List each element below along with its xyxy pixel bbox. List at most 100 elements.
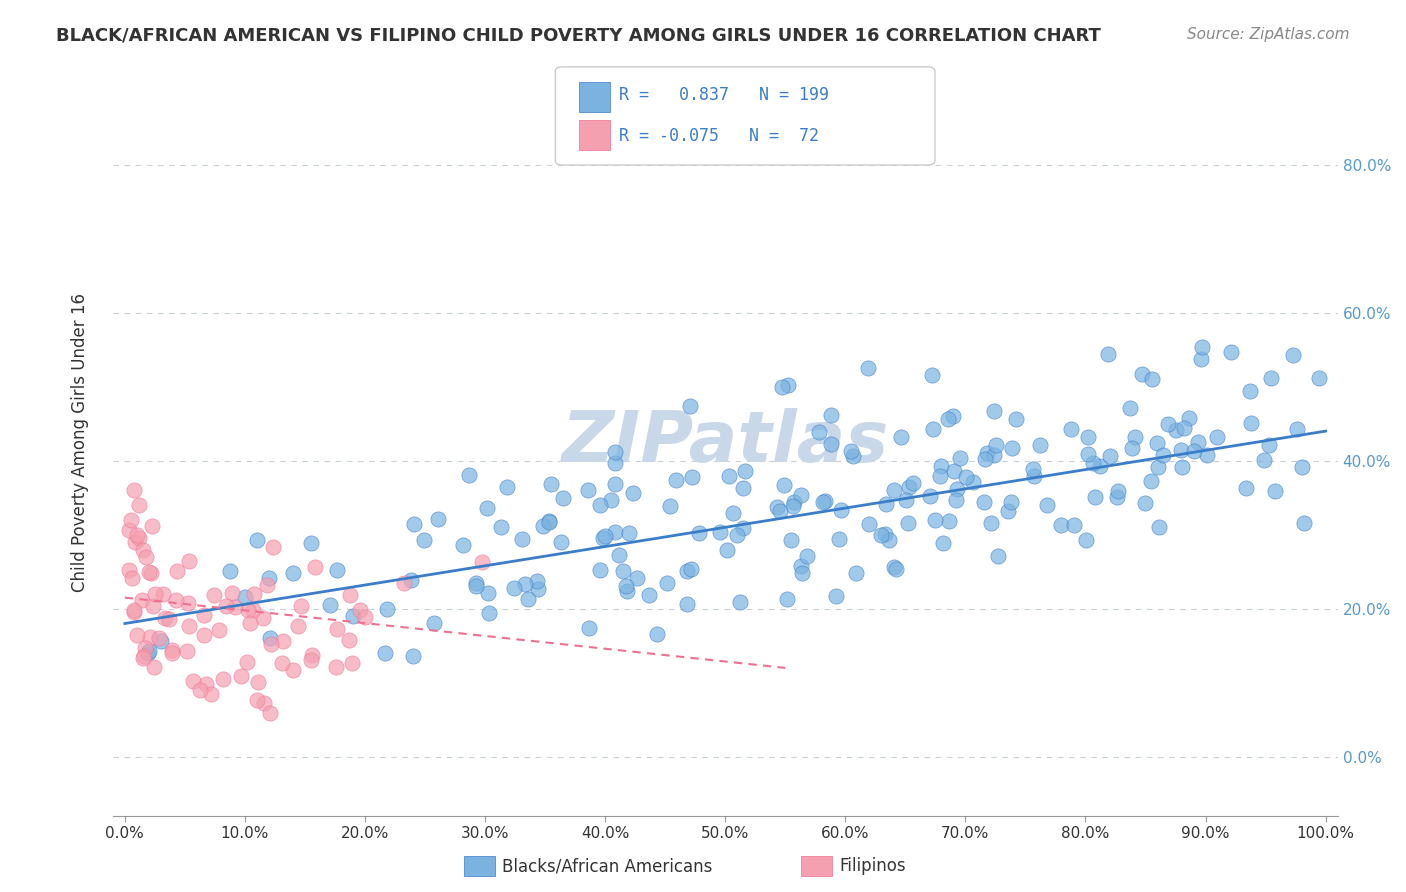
Point (457, 468, 479, 483)
Point (1081, 457, 1104, 471)
Point (124, 483, 146, 498)
Point (229, 669, 252, 683)
Point (870, 528, 893, 542)
Point (1292, 516, 1315, 530)
Y-axis label: Child Poverty Among Girls Under 16: Child Poverty Among Girls Under 16 (72, 293, 89, 591)
Point (918, 489, 941, 503)
Point (922, 422, 945, 436)
Point (980, 516, 1002, 530)
Point (723, 506, 745, 520)
Point (148, 631, 170, 645)
Point (299, 535, 322, 549)
Point (354, 610, 377, 624)
Point (122, 605, 145, 619)
Point (1130, 368, 1153, 382)
Point (139, 630, 162, 644)
Point (1140, 474, 1163, 488)
Point (830, 502, 852, 516)
Point (955, 469, 977, 483)
Point (938, 514, 960, 528)
Point (1239, 384, 1261, 398)
Point (1264, 484, 1286, 499)
Point (177, 554, 200, 568)
Point (427, 512, 450, 526)
Point (1253, 452, 1275, 467)
Point (235, 655, 257, 669)
Point (932, 536, 955, 550)
Point (271, 656, 294, 670)
Point (790, 488, 813, 502)
Point (128, 498, 150, 512)
Point (131, 592, 153, 607)
Point (301, 648, 323, 662)
Point (1152, 448, 1174, 462)
Text: Filipinos: Filipinos (839, 857, 905, 875)
Point (1147, 520, 1170, 534)
Point (1258, 438, 1281, 452)
Point (340, 656, 363, 670)
Point (1133, 496, 1156, 510)
Point (120, 513, 142, 527)
Point (936, 411, 959, 425)
Point (616, 583, 638, 598)
Point (527, 582, 550, 596)
Point (155, 610, 177, 624)
Point (678, 399, 700, 413)
Point (603, 524, 626, 539)
Point (946, 482, 969, 496)
Point (246, 692, 269, 706)
Point (1029, 438, 1052, 452)
Point (839, 444, 862, 458)
Point (1219, 345, 1241, 359)
Point (1234, 481, 1257, 495)
Point (645, 626, 668, 640)
Point (319, 599, 342, 613)
Point (246, 533, 269, 547)
Point (135, 549, 157, 564)
Point (901, 475, 924, 490)
Point (873, 527, 896, 541)
Point (576, 483, 599, 497)
Point (165, 593, 187, 607)
Point (929, 468, 952, 483)
Point (160, 643, 183, 657)
Point (193, 628, 215, 642)
Point (326, 563, 349, 577)
Point (176, 644, 198, 658)
Point (731, 481, 754, 495)
Text: BLACK/AFRICAN AMERICAN VS FILIPINO CHILD POVERTY AMONG GIRLS UNDER 16 CORRELATIO: BLACK/AFRICAN AMERICAN VS FILIPINO CHILD… (56, 27, 1101, 45)
Point (1187, 434, 1209, 449)
Point (599, 492, 621, 507)
Point (1260, 371, 1282, 385)
Point (728, 595, 751, 609)
Point (1240, 417, 1263, 431)
Point (578, 621, 600, 635)
Point (1285, 422, 1308, 436)
Point (402, 649, 425, 664)
Point (1074, 533, 1097, 547)
Point (949, 451, 972, 466)
Point (820, 437, 842, 451)
Point (921, 368, 943, 382)
Point (281, 566, 304, 580)
Point (1281, 348, 1303, 362)
Point (143, 660, 166, 674)
Point (252, 611, 274, 625)
Point (242, 603, 264, 617)
Point (224, 599, 246, 614)
Point (259, 706, 281, 720)
Text: R = -0.075   N =  72: R = -0.075 N = 72 (619, 127, 818, 145)
Point (1189, 352, 1212, 367)
Point (132, 648, 155, 663)
Point (149, 633, 172, 648)
Point (208, 623, 231, 637)
Point (517, 591, 540, 606)
Point (883, 559, 905, 574)
Point (773, 478, 796, 492)
Point (159, 612, 181, 626)
Point (134, 640, 156, 655)
Point (1173, 421, 1195, 435)
Point (897, 516, 920, 531)
Text: R =   0.837   N = 199: R = 0.837 N = 199 (619, 87, 828, 104)
Point (538, 515, 561, 529)
